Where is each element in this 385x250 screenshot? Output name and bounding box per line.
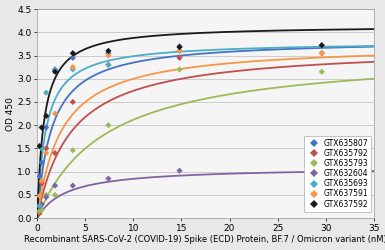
Point xyxy=(176,44,182,48)
Point xyxy=(52,68,58,71)
Point xyxy=(70,148,76,152)
Point xyxy=(319,51,325,55)
Point xyxy=(105,63,112,67)
Point xyxy=(319,43,325,47)
Point xyxy=(105,51,112,55)
Point xyxy=(70,68,76,71)
Point xyxy=(43,193,49,197)
Point xyxy=(43,91,49,95)
Point xyxy=(319,44,325,48)
Point xyxy=(176,169,182,173)
Point xyxy=(37,174,43,178)
X-axis label: Recombinant SARS-CoV-2 (COVID-19) Spike (ECD) Protein, BF.7 / Omicron variant (n: Recombinant SARS-CoV-2 (COVID-19) Spike … xyxy=(24,236,385,244)
Point xyxy=(319,51,325,55)
Point xyxy=(70,184,76,188)
Point xyxy=(52,184,58,188)
Y-axis label: OD 450: OD 450 xyxy=(5,97,15,130)
Point xyxy=(38,179,45,183)
Point xyxy=(38,126,45,130)
Point xyxy=(70,65,76,69)
Point xyxy=(37,144,43,148)
Point xyxy=(38,160,45,164)
Point xyxy=(52,70,58,74)
Point xyxy=(176,56,182,60)
Point xyxy=(52,112,58,116)
Point xyxy=(38,208,45,212)
Point xyxy=(52,151,58,155)
Point xyxy=(52,193,58,197)
Point xyxy=(105,123,112,127)
Point xyxy=(52,68,58,72)
Point xyxy=(105,49,112,53)
Point xyxy=(37,212,43,216)
Point xyxy=(38,181,45,185)
Point xyxy=(319,70,325,74)
Point xyxy=(176,45,182,49)
Point xyxy=(176,68,182,71)
Legend: GTX635807, GTX635792, GTX635793, GTX632604, GTX635693, GTX637591, GTX637592: GTX635807, GTX635792, GTX635793, GTX6326… xyxy=(304,136,372,212)
Point xyxy=(105,176,112,180)
Point xyxy=(70,56,76,60)
Point xyxy=(176,49,182,53)
Point xyxy=(319,43,325,47)
Point xyxy=(43,195,49,199)
Point xyxy=(38,202,45,206)
Point xyxy=(70,100,76,104)
Point xyxy=(105,54,112,58)
Point xyxy=(37,209,43,213)
Point xyxy=(37,194,43,198)
Point xyxy=(37,204,43,208)
Point xyxy=(43,126,49,130)
Point xyxy=(43,146,49,150)
Point xyxy=(176,49,182,53)
Point xyxy=(319,167,325,171)
Point xyxy=(43,151,49,155)
Point xyxy=(38,146,45,150)
Point xyxy=(105,63,112,67)
Point xyxy=(70,51,76,55)
Point xyxy=(37,204,43,208)
Point xyxy=(43,114,49,118)
